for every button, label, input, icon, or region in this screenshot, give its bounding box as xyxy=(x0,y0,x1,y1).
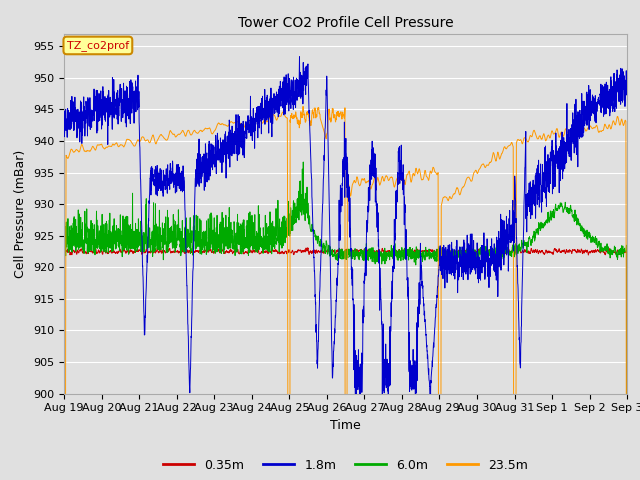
Title: Tower CO2 Profile Cell Pressure: Tower CO2 Profile Cell Pressure xyxy=(238,16,453,30)
Y-axis label: Cell Pressure (mBar): Cell Pressure (mBar) xyxy=(15,149,28,278)
Legend: 0.35m, 1.8m, 6.0m, 23.5m: 0.35m, 1.8m, 6.0m, 23.5m xyxy=(158,454,533,477)
Text: TZ_co2prof: TZ_co2prof xyxy=(67,40,129,51)
X-axis label: Time: Time xyxy=(330,419,361,432)
